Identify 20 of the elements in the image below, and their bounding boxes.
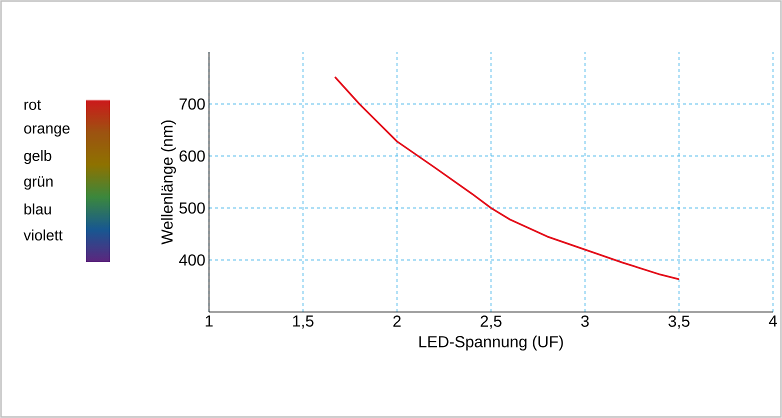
text: orange (24, 125, 70, 137)
x-tick-label: 3 (581, 316, 589, 327)
line-series (334, 76, 680, 280)
x-tick-label: 2,5 (480, 316, 502, 329)
x-tick-label: 1,5 (293, 316, 314, 329)
text: violett (24, 229, 63, 240)
y-tick-label: 600 (180, 150, 205, 162)
y-axis-title: Wellenlänge (nm) (160, 120, 176, 244)
text: grün (24, 176, 53, 190)
x-tick-label: 3,5 (668, 316, 690, 329)
x-tick-label: 4 (768, 316, 777, 327)
text: gelb (24, 150, 52, 164)
y-tick-label: 500 (179, 202, 205, 214)
x-tick-label: 1 (206, 316, 213, 327)
text: rot (24, 100, 41, 110)
text: blau (24, 203, 51, 214)
x-axis-title: LED-Spannung (UF) (419, 336, 563, 351)
y-tick-label: 400 (179, 254, 205, 266)
y-tick-label: 700 (180, 98, 205, 110)
x-tick-label: 2 (393, 316, 401, 327)
